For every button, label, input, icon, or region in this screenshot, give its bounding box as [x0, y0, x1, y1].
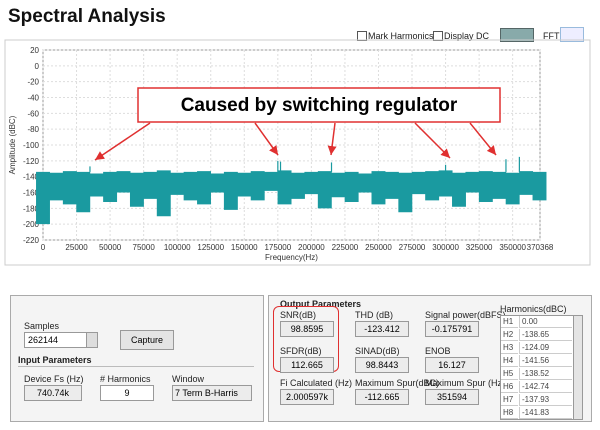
arrow: [254, 122, 279, 156]
harmonic-name: H2: [501, 329, 518, 341]
x-tick-label: 100000: [164, 243, 191, 252]
x-tick-label: 200000: [298, 243, 325, 252]
field-label: SNR(dB): [280, 310, 317, 320]
label: Window: [172, 374, 205, 384]
y-tick-label: -220: [23, 236, 40, 245]
window-select[interactable]: 7 Term B-Harris: [172, 385, 252, 401]
x-tick-label: 370368: [527, 243, 554, 252]
harmonic-value: -137.93: [519, 394, 572, 406]
harmonic-value: -124.09: [519, 342, 572, 354]
y-tick-label: -140: [23, 173, 40, 182]
y-tick-label: -120: [23, 157, 40, 166]
field-value: -112.665: [355, 389, 409, 405]
field-value: 351594: [425, 389, 479, 405]
arrow: [327, 122, 337, 156]
arrow: [414, 122, 451, 159]
harmonic-value: 0.00: [519, 316, 572, 328]
x-tick-label: 150000: [231, 243, 258, 252]
x-axis-label: Frequency(Hz): [265, 253, 318, 262]
field-label: Maximum Spur(dBC): [355, 378, 440, 388]
harmonics-input[interactable]: 9: [100, 385, 154, 401]
x-tick-label: 50000: [99, 243, 122, 252]
label: Device Fs (Hz): [24, 374, 84, 384]
y-axis-label: Amplitude (dBC): [8, 115, 17, 174]
harmonic-value: -138.52: [519, 368, 572, 380]
harmonic-value: -138.65: [519, 329, 572, 341]
checkbox-label: Display DC: [444, 31, 490, 41]
x-tick-label: 275000: [399, 243, 426, 252]
y-tick-label: -180: [23, 204, 40, 213]
field-label: Signal power(dBFS): [425, 310, 506, 320]
field-label: Fi Calculated (Hz): [280, 378, 353, 388]
x-tick-label: 250000: [365, 243, 392, 252]
field-label: SFDR(dB): [280, 346, 322, 356]
fft-label: FFT: [543, 31, 560, 41]
harmonic-value: -141.83: [519, 407, 572, 419]
x-tick-label: 75000: [133, 243, 156, 252]
fft-icon[interactable]: [560, 27, 584, 42]
x-tick-label: 300000: [432, 243, 459, 252]
chart-frame: [4, 39, 591, 266]
annotation-box: [137, 87, 501, 123]
field-value: -123.412: [355, 321, 409, 337]
checkbox-label: Mark Harmonics: [368, 31, 434, 41]
divider: [18, 366, 254, 367]
field: 740.74k: [24, 385, 82, 401]
label: Samples: [24, 321, 60, 331]
y-tick-label: -100: [23, 141, 40, 150]
harmonic-name: H7: [501, 394, 518, 406]
annotation: Caused by switching regulator: [181, 95, 458, 116]
samples-select[interactable]: 262144: [24, 332, 89, 348]
y-tick-label: 20: [30, 46, 39, 55]
field-value: 112.665: [280, 357, 334, 373]
section-heading: Output Parameters: [280, 299, 362, 309]
field-value: 16.127: [425, 357, 479, 373]
capture-button[interactable]: Capture: [120, 330, 174, 350]
arrow: [469, 122, 497, 156]
y-tick-label: -20: [27, 78, 39, 87]
field-label: Maximum Spur (Hz): [425, 378, 506, 388]
scrollbar[interactable]: [573, 315, 583, 420]
x-tick-label: 225000: [332, 243, 359, 252]
harmonic-name: H6: [501, 381, 518, 393]
y-tick-label: -40: [27, 94, 39, 103]
harmonic-name: H1: [501, 316, 518, 328]
harmonic-name: H4: [501, 355, 518, 367]
label: # Harmonics: [100, 374, 151, 384]
field-label: THD (dB): [355, 310, 393, 320]
x-tick-label: 25000: [65, 243, 88, 252]
y-tick-label: 0: [35, 62, 40, 71]
harmonics-table: H1 0.00 H2 -138.65 H3 -124.09 H4 -141.56 H5 -138.…: [500, 315, 574, 420]
toolbar-icons[interactable]: [500, 28, 534, 42]
arrow: [94, 122, 151, 161]
title: Spectral Analysis: [8, 6, 166, 27]
label: Harmonics(dBC): [500, 304, 567, 314]
harmonic-name: H8: [501, 407, 518, 419]
harmonic-name: H3: [501, 342, 518, 354]
x-tick-label: 175000: [264, 243, 291, 252]
y-tick-label: -160: [23, 189, 40, 198]
field-value: 2.000597k: [280, 389, 334, 405]
harmonic-value: -141.56: [519, 355, 572, 367]
field-value: -0.175791: [425, 321, 479, 337]
x-tick-label: 325000: [466, 243, 493, 252]
field-value: 98.8595: [280, 321, 334, 337]
x-tick-label: 0: [41, 243, 46, 252]
field-value: 98.8443: [355, 357, 409, 373]
y-tick-label: -200: [23, 220, 40, 229]
harmonic-value: -142.74: [519, 381, 572, 393]
field-label: SINAD(dB): [355, 346, 400, 356]
y-tick-label: -80: [27, 125, 39, 134]
x-tick-label: 125000: [197, 243, 224, 252]
chart: 20 0 -20 -40 -60 -80 -100 -120 -140 -160 -180 -200 -…: [4, 39, 591, 266]
y-tick-label: -60: [27, 109, 39, 118]
x-tick-label: 350000: [499, 243, 526, 252]
field-label: ENOB: [425, 346, 451, 356]
dropdown-arrow[interactable]: [86, 332, 98, 348]
harmonic-name: H5: [501, 368, 518, 380]
section-heading: Input Parameters: [18, 355, 92, 365]
